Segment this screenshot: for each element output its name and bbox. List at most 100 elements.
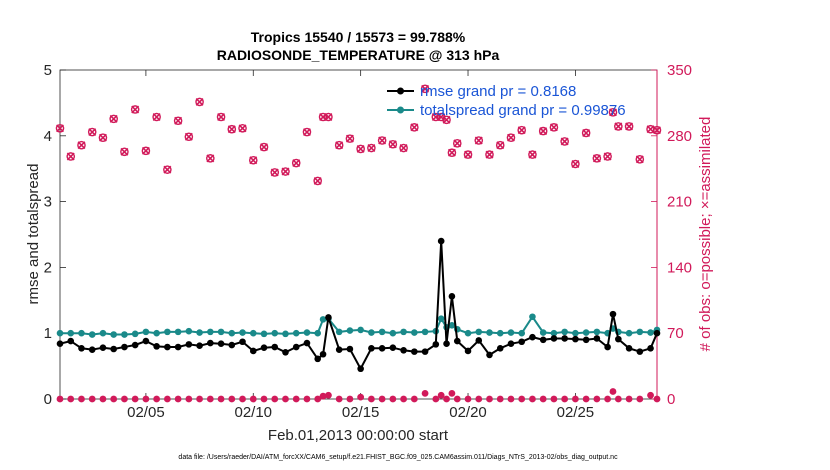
- x-tick-label: 02/05: [127, 404, 165, 421]
- y-left-tick-label: 4: [44, 128, 52, 145]
- obs-assimilated-point: [249, 156, 258, 165]
- obs-assimilated-point: [335, 141, 344, 150]
- rmse-point: [453, 337, 461, 345]
- obs-zero-point: [604, 395, 612, 403]
- obs-possible-point: [87, 127, 97, 137]
- rmse-point: [615, 335, 622, 343]
- obs-possible-point: [624, 122, 634, 131]
- spread-point: [582, 329, 590, 336]
- rmse-point: [550, 335, 558, 342]
- rmse-point: [529, 333, 536, 341]
- rmse-point: [378, 345, 386, 352]
- obs-possible-point: [367, 143, 376, 153]
- obs-assimilated-point: [66, 152, 75, 161]
- rmse-point: [400, 347, 407, 354]
- obs-zero-point: [647, 391, 654, 399]
- rmse-point: [303, 339, 311, 347]
- y-left-tick-label: 5: [44, 62, 52, 79]
- spread-point: [378, 328, 386, 336]
- obs-possible-point: [77, 140, 86, 150]
- obs-zero-point: [260, 395, 268, 403]
- obs-possible-point: [388, 139, 398, 149]
- obs-possible-point: [302, 127, 312, 137]
- obs-assimilated-point: [270, 168, 279, 177]
- obs-zero-point: [421, 389, 429, 397]
- spread-point: [357, 326, 364, 334]
- obs-zero-point: [271, 395, 279, 403]
- obs-possible-point: [130, 105, 140, 114]
- obs-assimilated-point: [195, 97, 204, 106]
- spread-point: [593, 328, 601, 336]
- obs-zero-point: [303, 395, 311, 403]
- spread-point: [228, 329, 236, 337]
- x-axis-label: Feb.01,2013 00:00:00 start: [268, 427, 449, 444]
- spread-point: [411, 329, 418, 336]
- rmse-point: [282, 348, 289, 356]
- rmse-point: [572, 335, 579, 343]
- obs-possible-point: [652, 125, 662, 135]
- obs-zero-point: [453, 395, 461, 403]
- obs-zero-point: [163, 395, 171, 403]
- spread-point: [368, 329, 375, 336]
- legend: rmse grand pr = 0.8168 totalspread grand…: [387, 83, 626, 119]
- obs-zero-point: [496, 395, 504, 403]
- obs-assimilated-point: [474, 136, 483, 145]
- spread-point: [539, 329, 547, 336]
- obs-possible-point: [447, 148, 457, 158]
- spread-point: [292, 329, 300, 337]
- spread-point: [335, 328, 343, 336]
- rmse-point: [582, 336, 590, 344]
- obs-possible-point: [206, 154, 215, 163]
- obs-zero-point: [443, 395, 450, 403]
- rmse-point: [411, 348, 418, 355]
- obs-assimilated-point: [410, 123, 419, 132]
- obs-zero-point: [636, 395, 644, 403]
- obs-possible-point: [549, 123, 559, 132]
- obs-possible-point: [270, 168, 280, 177]
- spread-point: [518, 329, 526, 337]
- obs-assimilated-point: [614, 122, 623, 131]
- spread-point: [260, 330, 268, 338]
- obs-zero-point: [614, 395, 622, 403]
- rmse-point: [314, 355, 321, 363]
- rmse-point: [121, 343, 128, 351]
- obs-assimilated-point: [260, 143, 268, 152]
- spread-point: [164, 328, 171, 336]
- obs-zero-point: [357, 393, 365, 401]
- obs-zero-point: [206, 395, 214, 403]
- rmse-point: [99, 344, 107, 351]
- obs-possible-point: [538, 126, 548, 136]
- spread-point: [421, 328, 429, 336]
- obs-count-series: [55, 84, 662, 403]
- obs-assimilated-point: [109, 114, 118, 123]
- obs-zero-point: [400, 395, 407, 403]
- obs-assimilated-point: [603, 152, 612, 161]
- chart-subtitle: RADIOSONDE_TEMPERATURE @ 313 hPa: [217, 47, 500, 63]
- spread-point: [464, 329, 472, 337]
- obs-possible-point: [495, 140, 505, 150]
- spread-point: [400, 328, 407, 336]
- obs-zero-point: [99, 395, 107, 403]
- spread-point: [99, 329, 107, 337]
- y-right-tick-label: 0: [667, 391, 675, 408]
- obs-zero-point: [292, 395, 300, 403]
- obs-possible-point: [528, 150, 537, 159]
- obs-assimilated-point: [367, 144, 376, 152]
- obs-zero-point: [464, 395, 472, 403]
- obs-zero-point: [228, 395, 236, 403]
- obs-possible-point: [452, 139, 462, 148]
- obs-possible-point: [173, 116, 183, 126]
- rmse-point: [56, 340, 64, 348]
- y-left-tick-label: 1: [44, 325, 52, 342]
- rmse-point: [335, 346, 343, 353]
- obs-zero-point: [367, 395, 375, 403]
- obs-assimilated-point: [485, 150, 494, 159]
- obs-assimilated-point: [635, 155, 644, 164]
- obs-assimilated-point: [88, 128, 97, 137]
- obs-zero-point: [475, 395, 483, 403]
- obs-possible-point: [324, 112, 333, 122]
- y-right-tick-label: 280: [667, 128, 692, 145]
- obs-zero-point: [196, 395, 203, 403]
- spread-point: [496, 329, 504, 337]
- obs-assimilated-point: [625, 122, 634, 131]
